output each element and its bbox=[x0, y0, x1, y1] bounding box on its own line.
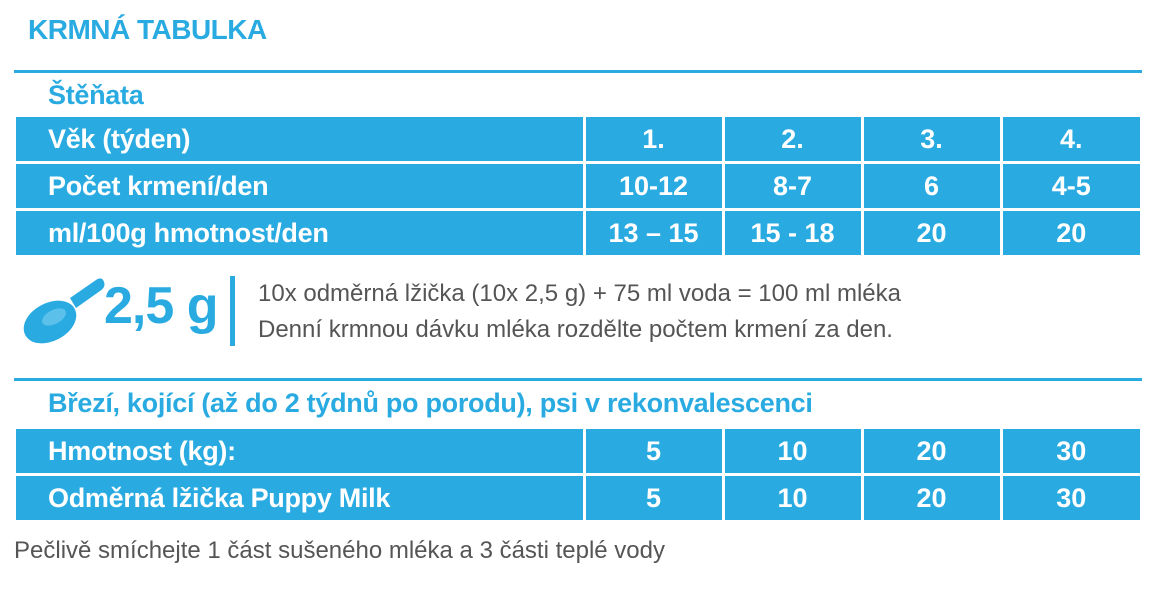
table-row: Počet krmení/den 10-12 8-7 6 4-5 bbox=[16, 161, 1140, 210]
page-title: KRMNÁ TABULKA bbox=[28, 14, 267, 45]
row-label: Počet krmení/den bbox=[16, 161, 584, 210]
table-cell: 1. bbox=[582, 117, 723, 163]
dosage-line-2: Denní krmnou dávku mléka rozdělte počtem… bbox=[258, 316, 893, 343]
puppies-table: Věk (týden) 1. 2. 3. 4. Počet krmení/den… bbox=[16, 117, 1140, 255]
mixing-instructions: Pečlivě smíchejte 1 část sušeného mléka … bbox=[14, 537, 665, 564]
table-cell: 10 bbox=[721, 473, 862, 520]
section-divider bbox=[14, 378, 1142, 381]
row-label: ml/100g hmotnost/den bbox=[16, 208, 584, 255]
table-cell: 4. bbox=[999, 117, 1140, 163]
puppies-heading: Štěňata bbox=[48, 80, 144, 110]
row-label: Odměrná lžička Puppy Milk bbox=[16, 473, 584, 520]
table-cell: 10 bbox=[721, 429, 862, 475]
table-cell: 4-5 bbox=[999, 161, 1140, 210]
table-cell: 20 bbox=[860, 208, 1001, 255]
measuring-spoon-icon bbox=[23, 278, 105, 344]
table-row: ml/100g hmotnost/den 13 – 15 15 - 18 20 … bbox=[16, 208, 1140, 255]
dose-amount: 2,5 g bbox=[104, 277, 218, 335]
table-cell: 13 – 15 bbox=[582, 208, 723, 255]
dose-divider bbox=[230, 276, 235, 346]
row-label: Hmotnost (kg): bbox=[48, 435, 236, 466]
adults-heading: Březí, kojící (až do 2 týdnů po porodu),… bbox=[48, 388, 813, 418]
dosage-info: 2,5 g 10x odměrná lžička (10x 2,5 g) + 7… bbox=[20, 268, 1140, 358]
table-cell: 30 bbox=[999, 429, 1140, 475]
table-cell: 5 bbox=[582, 429, 723, 475]
table-cell: 30 bbox=[999, 473, 1140, 520]
title-divider bbox=[14, 70, 1142, 73]
table-cell: 20 bbox=[860, 473, 1001, 520]
table-cell: 15 - 18 bbox=[721, 208, 862, 255]
table-cell: 20 bbox=[999, 208, 1140, 255]
table-cell: 2. bbox=[721, 117, 862, 163]
adults-table: Hmotnost (kg): 5 10 20 30 Odměrná lžička… bbox=[16, 429, 1140, 520]
table-row: Odměrná lžička Puppy Milk 5 10 20 30 bbox=[16, 473, 1140, 520]
table-cell: 5 bbox=[582, 473, 723, 520]
table-row: Věk (týden) 1. 2. 3. 4. bbox=[16, 117, 1140, 163]
table-cell: 10-12 bbox=[582, 161, 723, 210]
table-row: Hmotnost (kg): 5 10 20 30 bbox=[16, 429, 1140, 475]
table-cell: 8-7 bbox=[721, 161, 862, 210]
table-cell: 3. bbox=[860, 117, 1001, 163]
row-label: Věk (týden) bbox=[48, 123, 191, 154]
dosage-line-1: 10x odměrná lžička (10x 2,5 g) + 75 ml v… bbox=[258, 280, 901, 307]
table-cell: 6 bbox=[860, 161, 1001, 210]
table-cell: 20 bbox=[860, 429, 1001, 475]
